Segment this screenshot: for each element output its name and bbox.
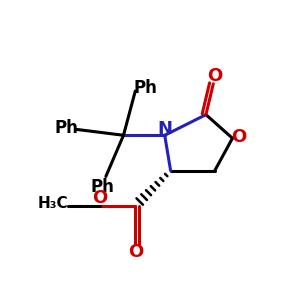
Text: Ph: Ph: [134, 79, 158, 97]
Text: H₃C: H₃C: [38, 196, 68, 211]
Text: Ph: Ph: [91, 178, 115, 196]
Text: O: O: [207, 68, 222, 85]
Text: Ph: Ph: [54, 119, 78, 137]
Text: O: O: [128, 244, 143, 262]
Text: O: O: [92, 189, 108, 207]
Text: O: O: [231, 128, 247, 146]
Text: N: N: [157, 120, 172, 138]
